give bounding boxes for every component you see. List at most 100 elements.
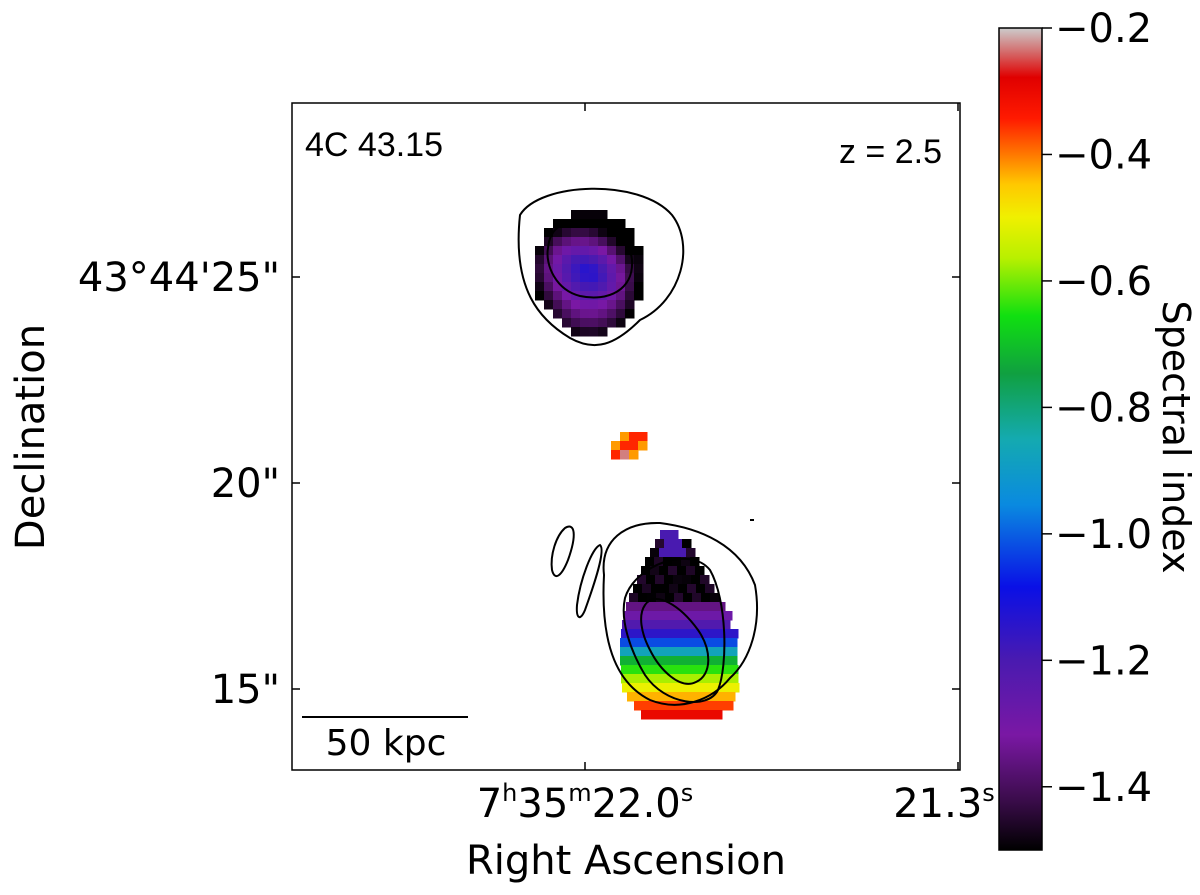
- map-pixel: [553, 309, 563, 319]
- map-pixel: [648, 665, 658, 675]
- map-pixel: [710, 656, 720, 666]
- map-pixel: [660, 530, 670, 540]
- map-pixel: [678, 584, 688, 594]
- map-pixel: [580, 273, 590, 283]
- map-pixel: [589, 264, 599, 274]
- map-pixel: [607, 237, 617, 247]
- map-pixel: [580, 264, 590, 274]
- map-pixel: [687, 584, 697, 594]
- map-pixel: [647, 638, 657, 648]
- map-pixel: [571, 246, 581, 256]
- map-pixel: [535, 291, 545, 301]
- map-pixel: [647, 656, 657, 666]
- map-pixel: [562, 228, 572, 238]
- map-pixel: [598, 264, 608, 274]
- map-pixel: [598, 228, 608, 238]
- object-name: 4C 43.15: [305, 126, 443, 164]
- map-pixel: [683, 638, 693, 648]
- map-pixel: [691, 575, 701, 585]
- map-pixel: [690, 557, 700, 567]
- map-pixel: [607, 219, 617, 229]
- map-pixel: [706, 701, 716, 711]
- map-pixel: [580, 246, 590, 256]
- map-pixel: [677, 710, 687, 720]
- map-pixel: [630, 629, 640, 639]
- map-pixel: [598, 210, 608, 220]
- x-axis-label: Right Ascension: [466, 838, 786, 884]
- map-pixel: [598, 309, 608, 319]
- map-pixel: [598, 237, 608, 247]
- map-pixel: [571, 309, 581, 319]
- map-pixel: [629, 593, 639, 603]
- map-pixel: [589, 273, 599, 283]
- colorbar-tick-label: −1.4: [1055, 765, 1152, 811]
- contour-south-mid: [622, 557, 726, 703]
- contour-south-outer: [602, 521, 758, 706]
- map-pixel: [630, 674, 640, 684]
- map-pixel: [682, 539, 692, 549]
- map-pixel: [589, 237, 599, 247]
- map-pixel: [696, 584, 706, 594]
- map-pixel: [672, 557, 682, 567]
- map-pixel: [686, 548, 696, 558]
- map-pixel: [676, 620, 686, 630]
- map-pixel: [639, 674, 649, 684]
- map-pixel: [562, 318, 572, 328]
- map-pixel: [616, 264, 626, 274]
- map-pixel: [638, 593, 648, 603]
- map-pixel: [675, 674, 685, 684]
- map-pixel: [630, 665, 640, 675]
- map-pixel: [681, 557, 691, 567]
- map-pixel: [658, 683, 668, 693]
- map-pixel: [730, 683, 740, 693]
- map-pixel: [638, 441, 648, 451]
- map-pixel: [631, 620, 641, 630]
- map-pixel: [664, 575, 674, 585]
- map-pixel: [650, 566, 660, 576]
- map-pixel: [589, 228, 599, 238]
- map-pixel: [562, 237, 572, 247]
- map-pixel: [702, 674, 712, 684]
- map-pixel: [665, 647, 675, 657]
- map-pixel: [571, 282, 581, 292]
- map-pixel: [674, 647, 684, 657]
- map-pixel: [598, 255, 608, 265]
- colorbar-tick-label: −0.2: [1055, 6, 1152, 52]
- colorbar-tick-label: −0.6: [1055, 259, 1152, 305]
- map-pixel: [598, 327, 608, 337]
- map-pixel: [589, 246, 599, 256]
- contours: [517, 187, 758, 706]
- map-pixel: [698, 602, 708, 612]
- map-pixel: [654, 692, 664, 702]
- map-pixel: [646, 575, 656, 585]
- map-pixel: [664, 539, 674, 549]
- map-pixel: [626, 602, 636, 612]
- map-pixel: [598, 318, 608, 328]
- map-pixel: [620, 441, 630, 451]
- map-pixel: [669, 584, 679, 594]
- map-pixel: [634, 282, 644, 292]
- map-pixel: [644, 602, 654, 612]
- map-pixel: [676, 683, 686, 693]
- map-pixel: [681, 692, 691, 702]
- map-pixel: [638, 638, 648, 648]
- map-pixel: [649, 620, 659, 630]
- map-pixel: [684, 665, 694, 675]
- map-pixel: [580, 219, 590, 229]
- map-pixel: [693, 629, 703, 639]
- map-pixel: [580, 327, 590, 337]
- map-pixel: [651, 611, 661, 621]
- map-pixel: [701, 656, 711, 666]
- map-pixel: [620, 656, 630, 666]
- map-pixel: [562, 309, 572, 319]
- map-pixel: [641, 710, 651, 720]
- map-pixel: [712, 683, 722, 693]
- y-tick-label-2: 20": [211, 461, 280, 507]
- map-pixel: [729, 665, 739, 675]
- map-pixel: [571, 255, 581, 265]
- map-pixel: [607, 228, 617, 238]
- map-pixel: [724, 701, 734, 711]
- map-pixel: [607, 255, 617, 265]
- map-pixel: [580, 318, 590, 328]
